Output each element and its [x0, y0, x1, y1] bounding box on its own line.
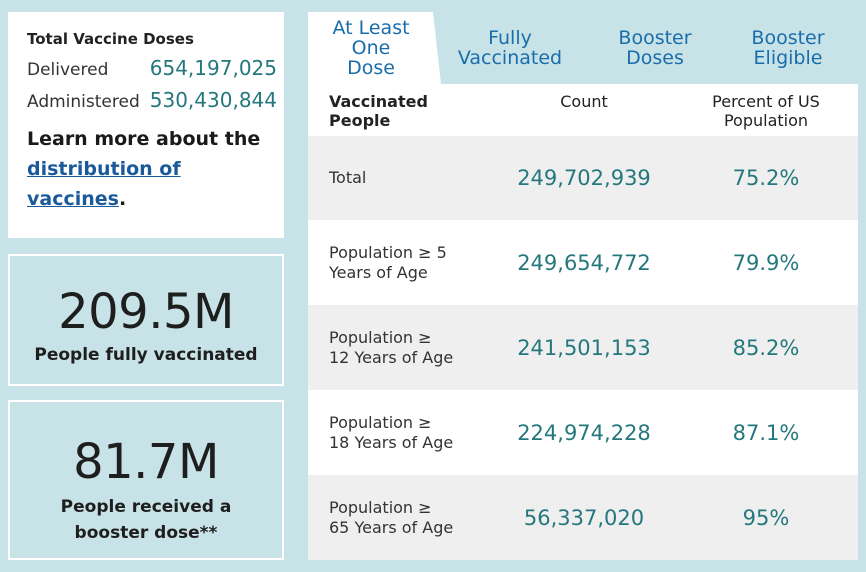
- tab-booster-eligible[interactable]: Booster Eligible: [728, 12, 848, 84]
- delivered-row: Delivered 654,197,025: [27, 56, 284, 80]
- table-row: Population ≥ 65 Years of Age 56,337,020 …: [308, 475, 858, 560]
- tab-bar: At Least One Dose Fully Vaccinated Boost…: [308, 12, 858, 84]
- row-count: 56,337,020: [523, 505, 645, 530]
- row-percent: 79.9%: [732, 250, 800, 275]
- row-group: Total: [329, 168, 367, 187]
- table-body: Total 249,702,939 75.2% Population ≥ 5 Y…: [308, 136, 858, 560]
- table-row: Total 249,702,939 75.2%: [308, 136, 858, 220]
- total-doses-card: Total Vaccine Doses Delivered 654,197,02…: [8, 12, 284, 238]
- row-count: 224,974,228: [517, 420, 651, 445]
- header-count: Count: [560, 92, 608, 111]
- booster-number: 81.7M: [73, 434, 219, 490]
- distribution-link[interactable]: distribution of vaccines: [27, 158, 181, 210]
- row-group: Population ≥ 12 Years of Age: [329, 327, 454, 367]
- row-count: 241,501,153: [517, 335, 651, 360]
- tab-fully-vaccinated[interactable]: Fully Vaccinated: [448, 12, 572, 84]
- delivered-value: 654,197,025: [149, 56, 277, 80]
- table-row: Population ≥ 5 Years of Age 249,654,772 …: [308, 220, 858, 305]
- fully-vaccinated-card: 209.5M People fully vaccinated: [8, 254, 284, 386]
- tab-booster-doses[interactable]: Booster Doses: [596, 12, 714, 84]
- tab-label: Booster Eligible: [751, 27, 825, 69]
- tab-at-least-one-dose[interactable]: At Least One Dose: [308, 12, 441, 84]
- vaccination-table: Vaccinated People Count Percent of US Po…: [308, 84, 858, 560]
- row-percent: 95%: [742, 505, 790, 530]
- learn-suffix: .: [118, 188, 127, 210]
- table-header: Vaccinated People Count Percent of US Po…: [308, 84, 858, 136]
- row-percent: 85.2%: [732, 335, 800, 360]
- row-count: 249,702,939: [517, 166, 651, 190]
- table-row: Population ≥ 18 Years of Age 224,974,228…: [308, 390, 858, 475]
- row-group: Population ≥ 18 Years of Age: [329, 412, 454, 452]
- row-group: Population ≥ 5 Years of Age: [329, 242, 447, 282]
- header-vaccinated-people: Vaccinated People: [329, 92, 428, 130]
- table-row: Population ≥ 12 Years of Age 241,501,153…: [308, 305, 858, 390]
- doses-title: Total Vaccine Doses: [27, 30, 194, 48]
- booster-label: People received a booster dose**: [60, 497, 232, 543]
- vaccination-panel: At Least One Dose Fully Vaccinated Boost…: [308, 12, 858, 560]
- row-group: Population ≥ 65 Years of Age: [329, 497, 454, 537]
- delivered-label: Delivered: [27, 60, 109, 80]
- tab-label: Booster Doses: [618, 27, 692, 69]
- administered-label: Administered: [27, 92, 140, 112]
- learn-more-text: Learn more about the distribution of vac…: [27, 124, 284, 214]
- fully-vaccinated-label: People fully vaccinated: [34, 345, 258, 365]
- administered-value: 530,430,844: [149, 88, 277, 112]
- row-count: 249,654,772: [517, 250, 651, 275]
- tab-label: Fully Vaccinated: [457, 27, 563, 69]
- learn-prefix: Learn more about the: [27, 128, 261, 150]
- row-percent: 87.1%: [732, 420, 800, 445]
- booster-card: 81.7M People received a booster dose**: [8, 400, 284, 560]
- tab-label: At Least One Dose: [332, 17, 410, 79]
- fully-vaccinated-number: 209.5M: [58, 284, 234, 340]
- administered-row: Administered 530,430,844: [27, 88, 284, 112]
- header-percent: Percent of US Population: [712, 92, 820, 130]
- row-percent: 75.2%: [732, 166, 800, 190]
